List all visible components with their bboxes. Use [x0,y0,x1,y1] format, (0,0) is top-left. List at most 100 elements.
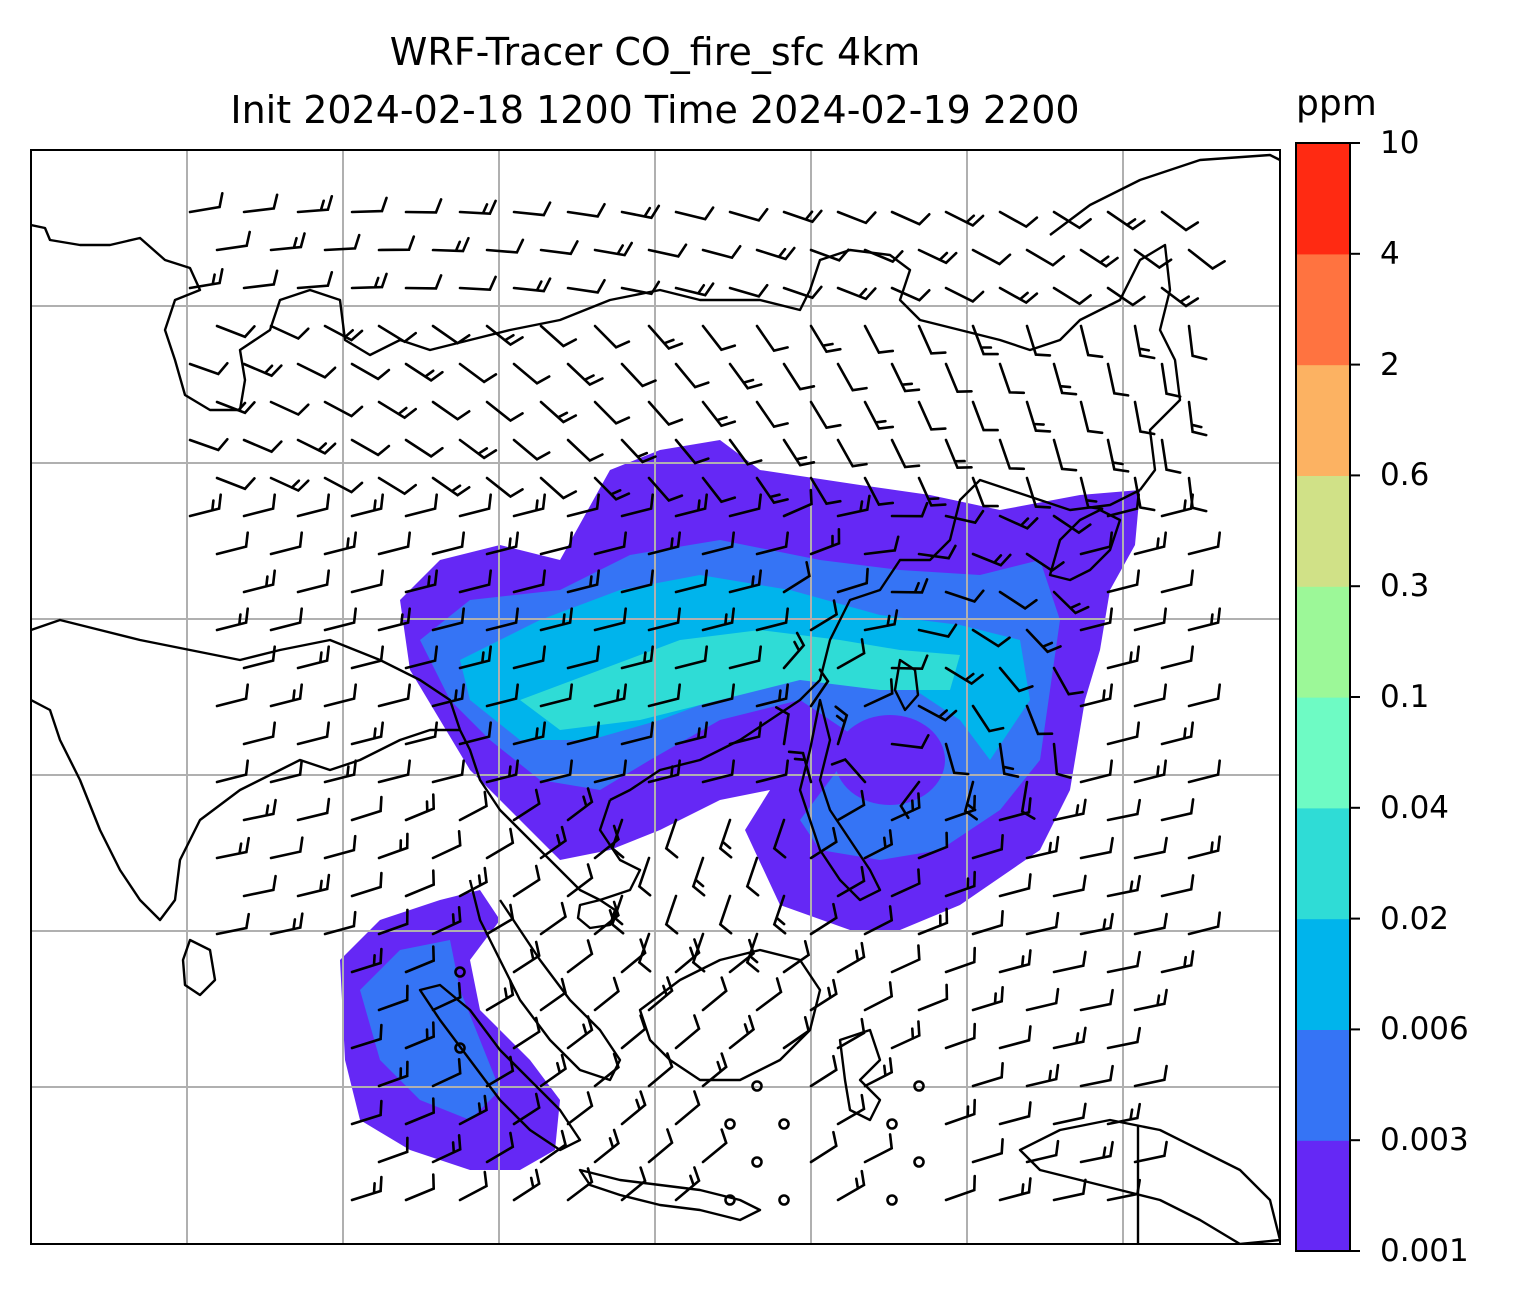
wind-barb [917,983,949,1012]
wind-barb [836,865,866,898]
colorbar-segment [1296,697,1350,809]
wind-barb [691,856,706,897]
wind-barb [647,476,684,503]
coast-java [578,1168,762,1222]
wind-barb [1052,666,1084,696]
wind-barb [1106,1026,1141,1050]
wind-barb [1187,911,1221,936]
wind-barb [998,949,1032,974]
wind-barb [1133,248,1173,270]
wind-barb [215,607,249,632]
wind-barb [485,1055,515,1088]
wind-barb [863,400,895,430]
wind-barb [512,277,552,293]
wind-barb [863,609,899,632]
wind-barb [377,683,411,708]
wind-barb [701,759,735,784]
wind-barb [701,245,742,260]
wind-barb [944,666,984,686]
wind-barb [998,797,1032,822]
wind-barb [755,531,789,556]
wind-barb [269,324,310,341]
colorbar-tick-label: 0.003 [1380,1122,1469,1159]
wind-barb [620,280,661,296]
wind-barb [512,721,546,746]
wind-barb-calm [913,1156,925,1168]
wind-barb [755,476,789,505]
wind-barb [1160,210,1200,232]
colorbar-segment [1296,143,1350,255]
wind-barb [377,832,409,860]
coast-north [31,223,1182,491]
wind-barb [296,873,331,898]
wind-barb [998,362,1026,395]
wind-barb [323,607,357,632]
wind-barb [431,607,465,632]
wind-barb [1079,324,1104,359]
wind-barb [593,531,627,556]
wind-barb [485,1131,515,1164]
colorbar-segment [1296,253,1350,366]
wind-barb [775,706,790,746]
wind-barb [1106,645,1140,670]
wind-barb [323,531,357,556]
wind-barb [1106,1178,1141,1202]
wind-barb [1133,1064,1168,1088]
wind-barb [755,977,783,1012]
wind-barb [296,797,331,822]
wind-barb [701,683,735,708]
wind-barb [917,544,957,560]
wind-barb [1133,476,1156,512]
wind-barb [1052,362,1078,396]
wind-barb [512,362,551,385]
wind-barb [1160,798,1195,822]
wind-barb [1160,874,1195,898]
wind-barb [242,721,276,746]
wind-barb [215,230,251,252]
colorbar-segment [1296,1140,1350,1252]
wind-barb [1052,798,1087,822]
wind-barb [512,493,546,518]
wind-barb [431,830,462,860]
wind-barb [539,759,573,784]
wind-barb [647,243,688,258]
wind-barb [188,362,229,376]
wind-barb [458,790,488,822]
wind-barb [458,199,497,216]
wind-barb [890,1020,921,1050]
wind-barb-calm [778,1194,790,1206]
wind-barb [593,476,631,501]
wind-barb [323,400,364,418]
wind-barb [890,210,931,226]
wind-barb [1025,628,1062,654]
wind-barb [674,1166,701,1202]
wind-barb [593,400,631,425]
wind-barb [836,1093,866,1126]
wind-barb [242,645,276,670]
wind-barb [1025,1139,1060,1164]
wind-barb [269,476,310,493]
wind-barb [566,493,600,518]
wind-barb [431,476,471,497]
wind-barb [809,902,838,936]
wind-barb [1187,248,1226,271]
wind-barb [539,400,578,424]
wind-barb [377,400,417,420]
wind-barb [1079,1140,1114,1164]
wind-barb [1133,607,1167,632]
wind-barb [1052,1102,1087,1126]
colorbar-tick-label: 0.3 [1380,568,1430,605]
wind-barb [944,742,970,776]
wind-barb [1079,1064,1114,1088]
coast-sulawesi [838,1028,882,1122]
wind-barb [971,1062,1004,1088]
wind-barb [863,829,894,860]
wind-barb [971,248,1012,266]
wind-barb [512,940,541,974]
wind-barb [1133,400,1156,436]
wind-barb [890,286,931,302]
wind-barb [944,438,973,470]
wind-barb [1187,531,1221,556]
wind-barb [1133,912,1168,936]
wind-barb [917,400,947,431]
